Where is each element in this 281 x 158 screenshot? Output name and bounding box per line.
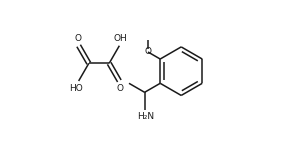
- Text: O: O: [144, 48, 151, 56]
- Text: HO: HO: [69, 84, 83, 93]
- Text: OH: OH: [113, 34, 127, 43]
- Text: H₂N: H₂N: [138, 112, 155, 121]
- Text: O: O: [117, 84, 124, 93]
- Text: O: O: [74, 34, 81, 43]
